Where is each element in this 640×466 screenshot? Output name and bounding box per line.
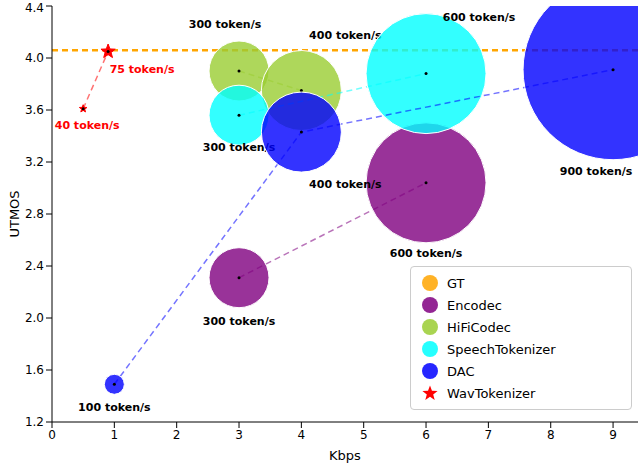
- svg-text:300 token/s: 300 token/s: [202, 141, 276, 155]
- svg-text:400 token/s: 400 token/s: [309, 29, 382, 42]
- svg-text:5: 5: [360, 428, 368, 442]
- svg-text:2: 2: [173, 428, 181, 442]
- svg-text:3.2: 3.2: [25, 155, 44, 169]
- svg-text:Kbps: Kbps: [329, 448, 361, 463]
- html-text:SpeechTokenizer: SpeechTokenizer: [447, 341, 556, 357]
- svg-text:40 token/s: 40 token/s: [55, 119, 120, 132]
- svg-text:2.0: 2.0: [25, 311, 44, 325]
- svg-text:UTMOS: UTMOS: [8, 190, 22, 237]
- svg-text:4: 4: [298, 428, 306, 442]
- html-text:WavTokenizer: WavTokenizer: [447, 385, 536, 401]
- svg-text:300 token/s: 300 token/s: [203, 315, 276, 328]
- svg-text:1.2: 1.2: [25, 415, 44, 429]
- html-text:GT: GT: [447, 275, 465, 291]
- svg-text:9: 9: [609, 428, 617, 442]
- svg-text:400 token/s: 400 token/s: [309, 178, 382, 191]
- svg-text:3: 3: [235, 428, 243, 442]
- svg-text:3.6: 3.6: [25, 103, 44, 117]
- svg-text:1: 1: [111, 428, 119, 442]
- html-text:DAC: DAC: [447, 363, 475, 379]
- svg-text:8: 8: [547, 428, 555, 442]
- html-text:Encodec: Encodec: [447, 297, 502, 313]
- svg-text:2.4: 2.4: [25, 259, 44, 273]
- svg-text:100 token/s: 100 token/s: [78, 401, 151, 414]
- svg-text:75 token/s: 75 token/s: [110, 63, 175, 76]
- svg-text:7: 7: [485, 428, 493, 442]
- svg-text:6: 6: [422, 428, 430, 442]
- svg-text:1.6: 1.6: [25, 363, 44, 377]
- svg-text:0: 0: [48, 428, 56, 442]
- svg-text:600 token/s: 600 token/s: [443, 11, 516, 24]
- svg-text:4.0: 4.0: [25, 51, 44, 65]
- svg-text:300 token/s: 300 token/s: [189, 18, 262, 31]
- html-text:HiFiCodec: HiFiCodec: [447, 319, 511, 335]
- svg-text:600 token/s: 600 token/s: [390, 247, 463, 260]
- svg-text:900 token/s: 900 token/s: [560, 165, 632, 178]
- svg-text:4.4: 4.4: [25, 1, 44, 15]
- svg-text:2.8: 2.8: [25, 207, 44, 221]
